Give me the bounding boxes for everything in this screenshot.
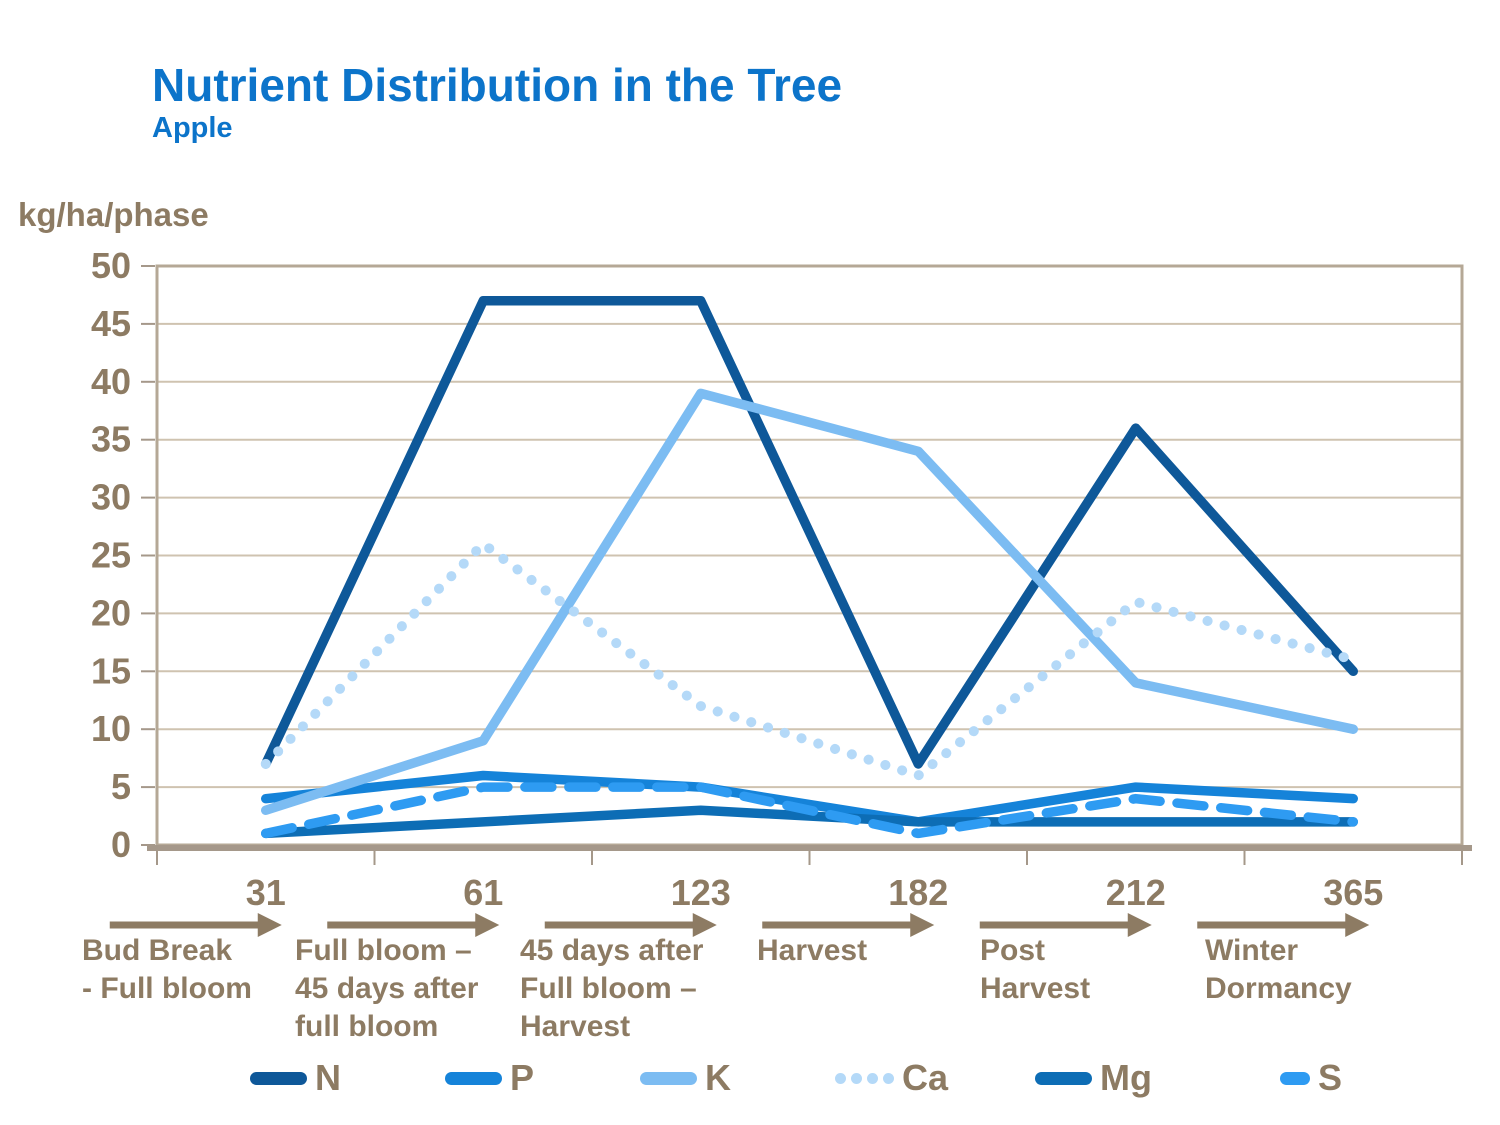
legend-item-N: N [250,1057,341,1098]
legend-item-Ca: Ca [835,1057,949,1098]
legend-label-N: N [315,1057,341,1098]
legend-label-Ca: Ca [902,1057,949,1098]
legend-item-Mg: Mg [1035,1057,1152,1098]
legend-swatch-S [1280,1071,1310,1085]
chart-title: Nutrient Distribution in the Tree [152,59,843,111]
x-tick-label: 212 [1106,872,1166,913]
chart-subtitle: Apple [152,112,233,144]
y-tick-label: 40 [91,361,131,402]
y-tick-label: 5 [111,766,131,807]
x-tick-label: 365 [1323,872,1383,913]
phase-label-5: Post Harvest [980,934,1091,1005]
series-line-P [261,770,1358,827]
y-tick-label: 30 [91,477,131,518]
series-line-Mg [261,805,1358,839]
legend-swatch-N [250,1071,307,1085]
series-line-S [261,782,1358,839]
x-tick-label: 61 [463,872,503,913]
phase-label-1: Bud Break - Full bloom [82,934,252,1005]
phase-arrow-head-icon [910,913,935,937]
legend-label-K: K [705,1057,731,1098]
legend-swatch-dot [851,1072,862,1084]
legend-label-Mg: Mg [1100,1057,1152,1098]
y-tick-label: 15 [91,650,131,691]
phase-arrow-head-icon [257,913,282,937]
y-tick-label: 50 [91,245,131,286]
legend-swatch-Mg [1035,1071,1092,1085]
legend-swatch-Ca [835,1072,894,1084]
phase-label-2: Full bloom –45 days after full bloom [295,934,479,1043]
legend-swatch-K [640,1071,697,1085]
y-axis-unit-label: kg/ha/phase [18,196,209,233]
phase-label-3: 45 days after Full bloom – Harvest [520,934,704,1043]
y-tick-label: 45 [91,303,131,344]
legend-label-P: P [510,1057,535,1098]
series-line-K [261,388,1358,816]
x-tick-label: 123 [671,872,731,913]
y-tick-label: 35 [91,419,131,460]
phase-arrow-head-icon [1345,913,1370,937]
legend-item-P: P [445,1057,535,1098]
legend-label-S: S [1318,1057,1343,1098]
x-tick-label: 31 [246,872,286,913]
phase-arrow-head-icon [692,913,717,937]
x-tick-label: 182 [888,872,948,913]
series-line-Ca [260,538,1359,781]
y-tick-label: 0 [111,824,131,865]
phase-label-4: Harvest [757,934,868,967]
legend-item-S: S [1280,1057,1343,1098]
series-line-N [261,295,1358,769]
phase-label-6: Winter Dormancy [1205,934,1352,1005]
legend-swatch-dot [867,1072,878,1084]
y-tick-label: 20 [91,592,131,633]
legend-swatch-dot [883,1072,894,1084]
phase-arrow-head-icon [475,913,500,937]
phase-arrow-head-icon [1127,913,1152,937]
legend-item-K: K [640,1057,731,1098]
legend-swatch-P [445,1071,502,1085]
y-tick-label: 10 [91,708,131,749]
legend-swatch-dot [835,1072,846,1084]
y-tick-label: 25 [91,535,131,576]
